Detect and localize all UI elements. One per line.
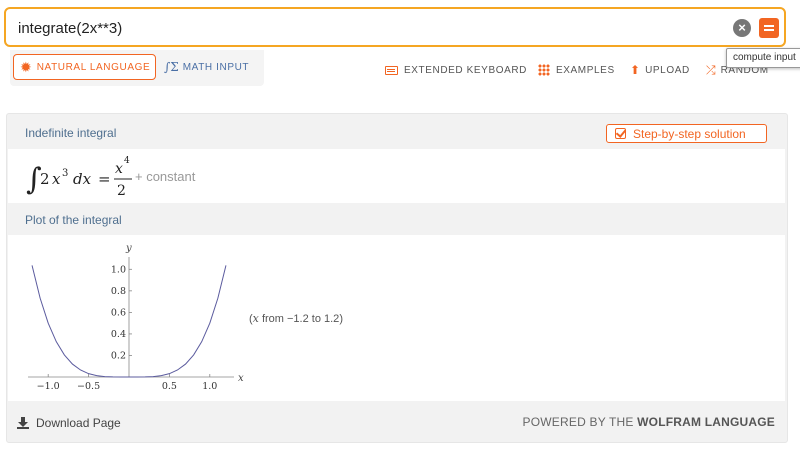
math-input-label: MATH INPUT xyxy=(182,61,250,73)
integral-plot: −1.0 −0.5 0.5 1.0 0.2 0.4 0.6 0.8 1.0 y x xyxy=(28,243,244,392)
integral-formula: ∫ 2 x 3 dx = x 4 2 xyxy=(26,156,132,199)
equals-sign: = xyxy=(98,170,111,188)
x-tick-label: −1.0 xyxy=(37,381,60,392)
examples-button[interactable]: EXAMPLES xyxy=(538,62,615,78)
step-by-step-button[interactable]: Step-by-step solution xyxy=(606,124,767,143)
differential: dx xyxy=(73,170,92,188)
upload-icon: ⬆ xyxy=(630,63,641,77)
upload-label: UPLOAD xyxy=(645,64,690,76)
search-bar: × xyxy=(4,7,786,47)
download-icon xyxy=(17,417,29,429)
x-tick-label: 0.5 xyxy=(162,381,177,392)
result-numerator-variable: x xyxy=(115,161,123,177)
step-by-step-label: Step-by-step solution xyxy=(633,126,746,141)
integrand-exponent: 3 xyxy=(62,168,68,179)
keyboard-icon xyxy=(385,65,398,75)
indefinite-integral-pod: ∫ 2 x 3 dx = x 4 2 + constant xyxy=(8,149,785,203)
series-line xyxy=(31,265,227,378)
extended-keyboard-button[interactable]: EXTENDED KEYBOARD xyxy=(385,62,527,78)
examples-label: EXAMPLES xyxy=(556,64,615,76)
x-axis-label: x xyxy=(238,373,244,384)
plot-title: Plot of the integral xyxy=(25,213,122,227)
upload-button[interactable]: ⬆ UPLOAD xyxy=(630,62,690,78)
input-mode-panel: ✹ NATURAL LANGUAGE ∫Σ MATH INPUT xyxy=(10,50,264,86)
y-tick-label: 0.2 xyxy=(111,350,126,361)
natural-language-label: NATURAL LANGUAGE xyxy=(36,61,151,73)
math-input-icon: ∫Σ xyxy=(164,60,179,74)
clear-icon[interactable]: × xyxy=(733,19,751,37)
search-input[interactable] xyxy=(18,17,718,39)
plot-range-text: from −1.2 to 1.2 xyxy=(261,313,340,325)
shuffle-icon: ⤮ xyxy=(706,63,716,77)
integration-constant: + constant xyxy=(135,169,196,184)
x-tick-label: 1.0 xyxy=(202,381,217,392)
results-panel: Indefinite integral Step-by-step solutio… xyxy=(6,113,788,443)
gear-icon: ✹ xyxy=(20,58,32,75)
powered-by: POWERED BY THE WOLFRAM LANGUAGE xyxy=(523,415,775,429)
grid-dots-icon xyxy=(538,64,550,76)
y-axis-label: y xyxy=(125,243,132,254)
y-tick-label: 1.0 xyxy=(111,264,126,275)
result-numerator-exponent: 4 xyxy=(124,156,130,166)
plot-range-note: (x from −1.2 to 1.2) xyxy=(249,312,343,325)
powered-by-brand: WOLFRAM LANGUAGE xyxy=(637,415,775,429)
compute-button[interactable] xyxy=(759,18,779,38)
y-tick-label: 0.4 xyxy=(111,329,126,340)
compute-tooltip: compute input xyxy=(726,48,800,68)
powered-by-prefix: POWERED BY THE xyxy=(522,415,638,429)
integral-sign: ∫ xyxy=(26,162,42,197)
natural-language-button[interactable]: ✹ NATURAL LANGUAGE xyxy=(13,54,156,80)
plot-range-variable: x xyxy=(252,312,259,325)
y-tick-label: 0.6 xyxy=(111,307,126,318)
extended-keyboard-label: EXTENDED KEYBOARD xyxy=(404,64,528,76)
download-page-button[interactable]: Download Page xyxy=(17,416,121,430)
y-tick-label: 0.8 xyxy=(111,286,126,297)
integrand-variable: x xyxy=(52,170,61,188)
download-page-label: Download Page xyxy=(36,416,121,430)
integrand-coefficient: 2 xyxy=(40,170,50,188)
random-label: RANDOM xyxy=(720,64,769,76)
checkbox-icon xyxy=(615,128,626,139)
random-button[interactable]: ⤮ RANDOM xyxy=(706,62,769,78)
x-tick-label: −0.5 xyxy=(77,381,100,392)
plot-pod: −1.0 −0.5 0.5 1.0 0.2 0.4 0.6 0.8 1.0 y x (x fr… xyxy=(8,235,785,401)
indefinite-integral-title: Indefinite integral xyxy=(25,126,117,140)
math-input-button[interactable]: ∫Σ MATH INPUT xyxy=(164,54,249,80)
result-denominator: 2 xyxy=(117,183,126,199)
